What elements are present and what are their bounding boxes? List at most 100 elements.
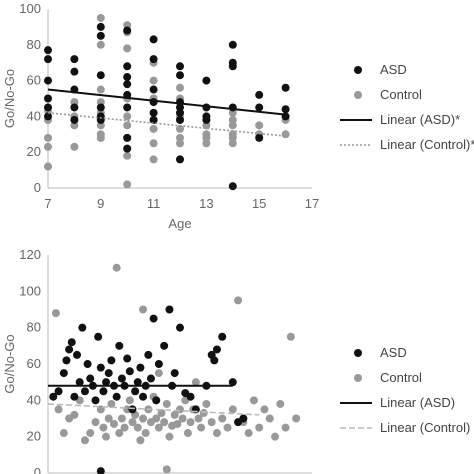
chart1-control-point xyxy=(149,76,158,85)
chart1-control-point xyxy=(96,133,105,142)
chart2-control-point xyxy=(139,305,148,314)
chart1-asd-point xyxy=(123,80,132,89)
chart2-control-point xyxy=(136,436,145,445)
chart2-asd-point xyxy=(62,356,71,365)
chart2-control-point xyxy=(276,399,285,408)
chart1-asd-point xyxy=(255,133,264,142)
chart2-control-point xyxy=(112,263,121,272)
chart1-asd-point xyxy=(176,115,184,124)
chart2-control-point xyxy=(281,423,290,432)
chart1-control-point xyxy=(123,112,132,121)
chart2-control-point xyxy=(191,378,200,387)
chart1-control-point xyxy=(176,139,184,148)
chart1-control-point xyxy=(149,155,158,164)
chart2-asd-point xyxy=(149,314,158,323)
chart1-asd-point xyxy=(149,115,158,124)
chart2-asd-point xyxy=(144,350,153,359)
chart2-asd-point xyxy=(75,378,84,387)
chart2-control-point xyxy=(70,410,79,419)
chart2-asd-point xyxy=(128,405,137,414)
chart2-control-point xyxy=(104,414,113,423)
chart1-asd-point xyxy=(202,76,211,85)
chart2-control-point xyxy=(178,414,187,423)
chart1-asd-point xyxy=(228,40,237,49)
chart2-asd-point xyxy=(186,392,195,401)
chart2-asd-point xyxy=(125,367,134,376)
chart1-control-point xyxy=(123,121,132,130)
chart1-y-tick-label: 0 xyxy=(34,180,41,195)
chart1-asd-point xyxy=(228,62,237,71)
chart1-asd-point xyxy=(96,71,105,80)
chart2-control-point xyxy=(107,399,116,408)
chart1-asd-point xyxy=(123,26,132,35)
chart2-asd-point xyxy=(96,467,105,474)
chart2-asd-point xyxy=(80,387,89,396)
chart2-control-point xyxy=(99,423,108,432)
chart2-control-point xyxy=(292,414,301,423)
chart1-asd-point xyxy=(281,83,290,92)
chart2-asd-point xyxy=(160,341,169,350)
chart1-asd-point xyxy=(96,103,105,112)
chart2-asd-point xyxy=(139,392,148,401)
chart2-control-point xyxy=(212,429,221,438)
chart1-asd-point xyxy=(44,94,52,103)
chart2-asd-point xyxy=(131,387,140,396)
chart2-asd-point xyxy=(170,369,179,378)
chart2-control-point xyxy=(265,414,274,423)
chart2-control-point xyxy=(223,423,232,432)
chart2-control-point xyxy=(86,429,95,438)
chart1-asd-point xyxy=(149,108,158,117)
chart2-y-tick-label: 20 xyxy=(27,429,41,444)
chart1-asd-point xyxy=(44,112,52,121)
chart2-control-point xyxy=(173,419,182,428)
chart2-control-point xyxy=(249,396,258,405)
chart1-y-axis-label: Go/No-Go xyxy=(2,69,17,128)
chart2-legend-asd-label: ASD xyxy=(380,345,407,360)
chart1-asd-point xyxy=(70,55,79,64)
chart2-control-point xyxy=(234,296,243,305)
chart1-asd-point xyxy=(96,22,105,31)
chart2-control-point xyxy=(244,429,253,438)
chart2-control-point xyxy=(183,429,192,438)
chart1-asd-point xyxy=(149,85,158,94)
chart2-asd-point xyxy=(133,378,142,387)
chart2-control-point xyxy=(80,436,89,445)
chart2-control-point xyxy=(260,405,269,414)
chart1-x-axis-label: Age xyxy=(168,216,191,231)
chart1-asd-point xyxy=(70,67,79,76)
chart2-asd-point xyxy=(107,356,116,365)
chart2-control-point xyxy=(128,418,137,427)
chart2-asd-point xyxy=(104,369,113,378)
chart2-y-tick-label: 0 xyxy=(34,465,41,474)
chart2-control-point xyxy=(117,414,126,423)
chart1-asd-point xyxy=(70,103,79,112)
chart2-control-point xyxy=(202,399,211,408)
chart1-asd-point xyxy=(96,115,105,124)
chart2-control-point xyxy=(102,432,111,441)
chart2-y-tick-label: 100 xyxy=(19,283,41,298)
chart1-control-point xyxy=(176,83,184,92)
chart2-control-point xyxy=(255,423,264,432)
chart2-asd-point xyxy=(228,378,237,387)
chart2-asd-point xyxy=(54,387,63,396)
chart1-asd-point xyxy=(149,98,158,107)
chart1-control-point xyxy=(123,44,132,53)
chart2-asd-point xyxy=(96,363,105,372)
chart2-asd-point xyxy=(115,341,124,350)
chart2-asd-point xyxy=(78,323,87,332)
chart1-asd-point xyxy=(202,115,211,124)
chart1-control-point xyxy=(44,162,52,171)
chart1-control-point xyxy=(255,121,264,130)
chart2-control-point xyxy=(154,369,163,378)
chart1-asd-point xyxy=(149,55,158,64)
chart2-control-point xyxy=(199,409,208,418)
chart1-asd-point xyxy=(96,31,105,40)
chart1-control-trend-line xyxy=(47,112,286,137)
chart1-legend-control-label: Control xyxy=(380,87,422,102)
chart1-control-point xyxy=(70,142,79,151)
chart1-asd-point xyxy=(149,35,158,44)
chart1-asd-point xyxy=(123,73,132,82)
chart1-asd-point xyxy=(228,182,237,191)
chart1-y-tick-label: 80 xyxy=(27,37,41,52)
